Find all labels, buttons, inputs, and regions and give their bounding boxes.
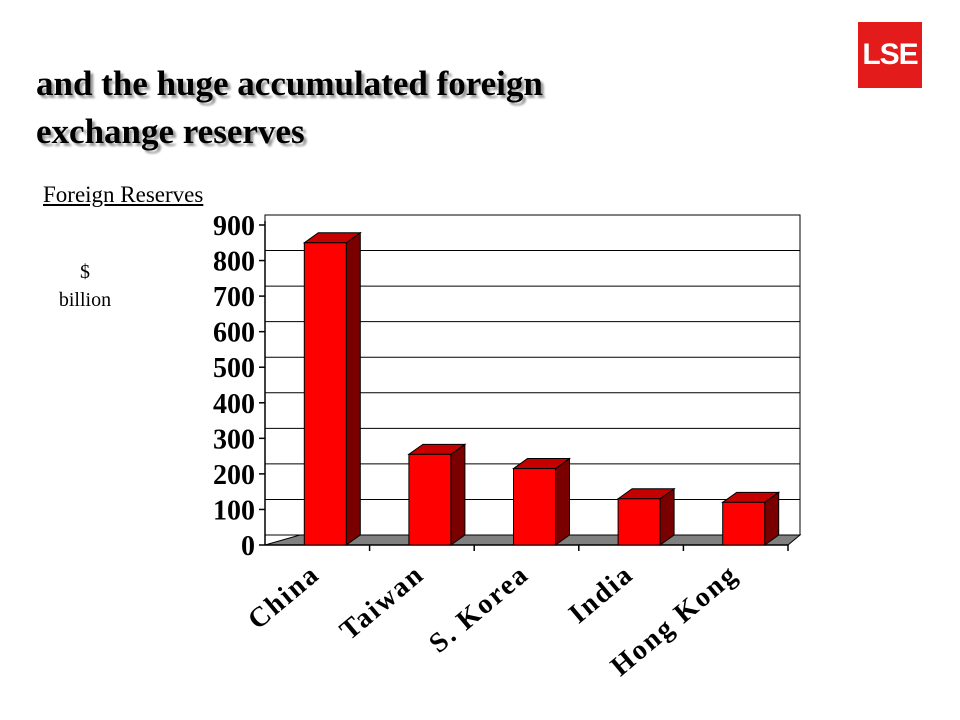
bar (617, 498, 661, 546)
y-tick-label: 500 (213, 353, 255, 384)
title-line-1: and the huge accumulated foreign (36, 64, 543, 103)
bar (408, 453, 452, 546)
y-tick-label: 600 (213, 318, 255, 349)
bar-side (345, 231, 361, 546)
bar-side (450, 443, 466, 546)
y-tick-label: 900 (213, 211, 255, 242)
y-tick-label: 100 (213, 495, 255, 526)
y-tick-label: 400 (213, 389, 255, 420)
unit-word: billion (58, 289, 112, 311)
y-tick-label: 800 (213, 247, 255, 278)
bar (722, 501, 766, 546)
x-tick-label: China (242, 559, 326, 636)
bar (303, 242, 347, 546)
y-tick-label: 200 (213, 460, 255, 491)
chart-title: Foreign Reserves (43, 182, 204, 207)
x-tick-label: S. Korea (423, 559, 535, 660)
y-tick-label: 0 (241, 531, 255, 562)
bar (513, 468, 556, 546)
y-axis-unit-label: $ billion (40, 258, 130, 314)
x-tick-label: India (563, 559, 639, 630)
unit-symbol: $ (80, 261, 90, 283)
title-line-2: exchange reserves (36, 112, 305, 151)
slide-title: and the huge accumulated foreign exchang… (36, 60, 736, 156)
x-tick-label: Taiwan (334, 559, 430, 647)
bar-side (555, 457, 570, 546)
lse-logo: LSE (858, 22, 922, 88)
y-tick-label: 700 (213, 282, 255, 313)
y-tick-label: 300 (213, 424, 255, 455)
